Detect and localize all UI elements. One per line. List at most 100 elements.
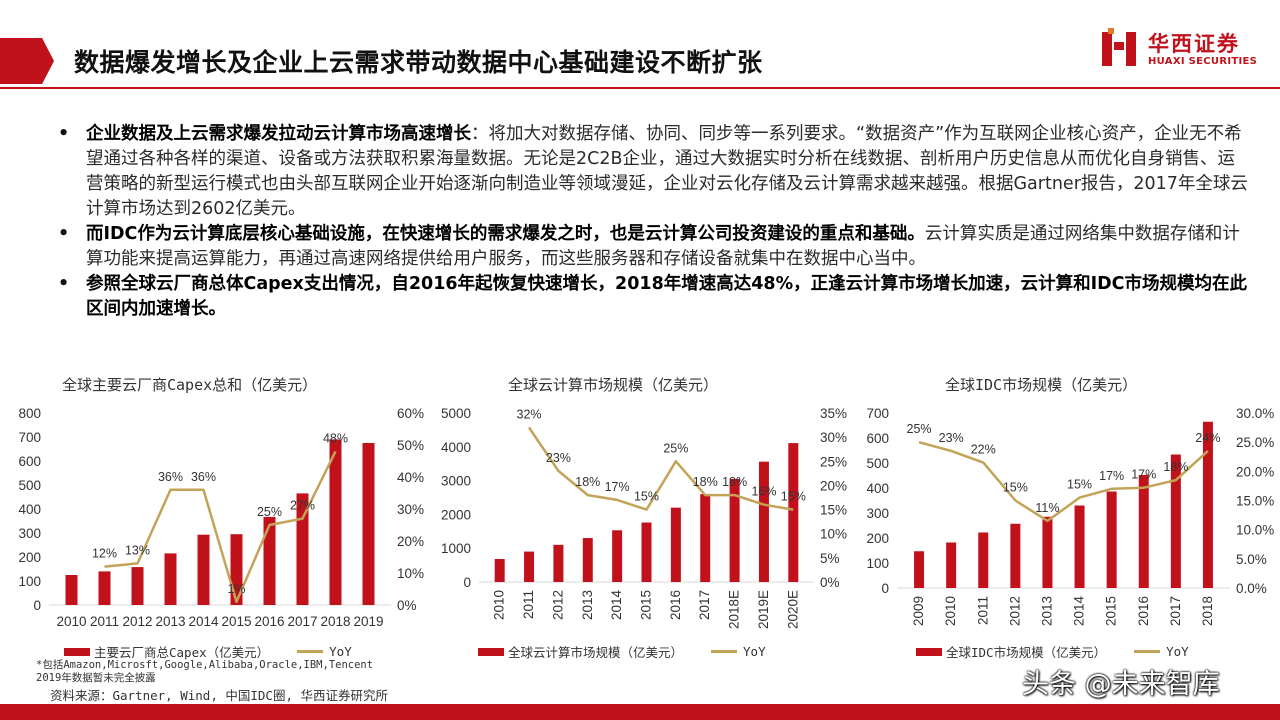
yoy-data-label: 11%	[1035, 501, 1059, 515]
y-left-tick-label: 0	[463, 575, 471, 590]
y-right-tick-label: 15%	[820, 503, 847, 518]
y-right-tick-label: 30.0%	[1236, 406, 1274, 421]
bullet-bold-text: 参照全球云厂商总体Capex支出情况，自2016年起恢复快速增长，2018年增速…	[86, 274, 1248, 319]
bar	[65, 575, 78, 605]
x-tick-label: 2013	[580, 590, 595, 620]
y-right-tick-label: 20%	[820, 478, 847, 493]
y-right-tick-label: 60%	[397, 406, 424, 421]
legend-bar-swatch	[478, 647, 504, 656]
cloud-market-chart-svg: 0 1000 2000 3000 4000 5000 0% 5% 10% 15% 20% 25% 30%…	[441, 406, 847, 629]
header-divider	[0, 87, 1280, 89]
yoy-data-label: 25%	[257, 505, 282, 519]
company-logo: 华西证券 HUAXI SECURITIES	[1100, 26, 1270, 76]
yoy-data-label: 15%	[781, 490, 806, 504]
y-right-tick-label: 10%	[820, 527, 847, 542]
yoy-data-label: 17%	[1131, 468, 1156, 482]
yoy-data-label: 22%	[971, 443, 996, 457]
yoy-data-label: 12%	[92, 547, 117, 561]
x-tick-label: 2015	[221, 614, 251, 629]
bar	[553, 544, 564, 582]
bullet-item: • 而IDC作为云计算底层核心基础设施，在快速增长的需求爆发之时，也是云计算公司投…	[40, 222, 1250, 272]
y-left-tick-label: 600	[866, 431, 889, 446]
y-right-tick-label: 30%	[820, 430, 847, 445]
yoy-data-label: 27%	[290, 499, 315, 513]
x-tick-label: 2020E	[785, 590, 800, 629]
y-left-tick-label: 600	[18, 454, 41, 469]
legend-bar-label: 全球云计算市场规模（亿美元）	[508, 645, 684, 660]
yoy-data-label: 25%	[663, 441, 688, 455]
legend-line-label: YoY	[743, 644, 766, 659]
page-title: 数据爆发增长及企业上云需求带动数据中心基础建设不断扩张	[74, 48, 763, 77]
y-right-tick-label: 10.0%	[1236, 523, 1274, 538]
y-right-tick-label: 15.0%	[1236, 494, 1274, 509]
bar	[362, 443, 375, 605]
bar	[641, 522, 652, 582]
x-tick-label: 2014	[609, 590, 624, 621]
x-tick-label: 2013	[155, 614, 185, 629]
y-left-tick-label: 300	[866, 506, 889, 521]
x-tick-label: 2012	[122, 614, 152, 629]
x-tick-label: 2010	[56, 614, 86, 629]
cloud-market-chart: 全球云计算市场规模（亿美元） 0 1000 2000 3000 4000 5000 0% 5%…	[430, 368, 860, 668]
x-tick-label: 2015	[1104, 596, 1119, 626]
y-left-tick-label: 0	[33, 598, 41, 613]
bullet-text: 云计算实质是通过网络集中数据存储和计算功能来提高运算能力，再通过高速网络提供给用…	[86, 224, 1240, 269]
yoy-data-label: 25%	[907, 422, 932, 436]
x-tick-label: 2015	[639, 590, 654, 620]
y-left-tick-label: 200	[866, 531, 889, 546]
x-tick-label: 2016	[1136, 596, 1151, 626]
bullet-list: • 企业数据及上云需求爆发拉动云计算市场高速增长：将加大对数据存储、协同、同步等一…	[40, 122, 1250, 322]
legend-bar-swatch	[64, 647, 90, 656]
yoy-data-label: 23%	[546, 451, 571, 465]
chart-title: 全球IDC市场规模（亿美元）	[945, 376, 1138, 394]
yoy-data-label: 36%	[158, 470, 183, 484]
footer-bar	[0, 704, 1280, 720]
y-left-tick-label: 4000	[441, 440, 471, 455]
yoy-data-label: 13%	[125, 543, 150, 557]
legend-line-swatch	[711, 650, 738, 653]
bar	[914, 551, 925, 588]
y-left-tick-label: 2000	[441, 507, 471, 522]
bar	[758, 461, 769, 582]
y-right-tick-label: 50%	[397, 438, 424, 453]
bullet-text: ：将加大对数据存储、协同、同步等一系列要求。“数据资产”作为互联网企业核心资产，…	[86, 124, 1248, 219]
chart-legend: 主要云厂商总Capex（亿美元） YoY	[64, 642, 352, 661]
title-accent-bar	[0, 38, 54, 84]
y-left-tick-label: 400	[18, 502, 41, 517]
bar	[329, 439, 342, 605]
x-tick-label: 2017	[1168, 596, 1183, 626]
x-tick-label: 2010	[943, 596, 958, 626]
legend-line-label: YoY	[1166, 644, 1189, 659]
note-line: *包括Amazon,Microsft,Google,Alibaba,Oracle…	[36, 659, 374, 671]
x-tick-label: 2016	[254, 614, 284, 629]
chart-legend: 全球IDC市场规模（亿美元） YoY	[916, 642, 1189, 661]
bar	[670, 507, 681, 582]
y-left-tick-label: 800	[18, 406, 41, 421]
y-left-tick-label: 100	[866, 556, 889, 571]
logo-english-name: HUAXI SECURITIES	[1148, 56, 1258, 67]
x-tick-label: 2017	[697, 590, 712, 620]
bullet-bold-text: 企业数据及上云需求爆发拉动云计算市场高速增长	[86, 124, 471, 144]
legend-line-swatch	[297, 650, 324, 653]
y-right-tick-label: 10%	[397, 566, 424, 581]
yoy-data-label: 32%	[517, 407, 542, 421]
y-right-tick-label: 5.0%	[1236, 552, 1267, 567]
legend-bar-label: 主要云厂商总Capex（亿美元）	[94, 645, 270, 660]
bar	[197, 534, 210, 605]
x-tick-label: 2010	[492, 590, 507, 620]
capex-chart-svg: 0 100 200 300 400 500 600 700 800 0% 10% 20% 30% 40% 5…	[18, 406, 424, 629]
y-right-tick-label: 20%	[397, 534, 424, 549]
bar	[131, 567, 144, 605]
yoy-data-label: 15%	[1003, 481, 1028, 495]
x-tick-label: 2018	[1200, 596, 1215, 626]
y-left-tick-label: 1000	[441, 541, 471, 556]
x-tick-label: 2009	[911, 596, 926, 626]
note-line: 2019年数据暂未完全披露	[36, 672, 156, 684]
bar	[1170, 454, 1181, 588]
y-right-tick-label: 0.0%	[1236, 581, 1267, 596]
x-tick-label: 2013	[1039, 596, 1054, 626]
x-tick-label: 2018	[320, 614, 350, 629]
x-tick-label: 2019E	[756, 590, 771, 629]
x-tick-label: 2017	[287, 614, 317, 629]
x-tick-label: 2011	[975, 596, 990, 625]
